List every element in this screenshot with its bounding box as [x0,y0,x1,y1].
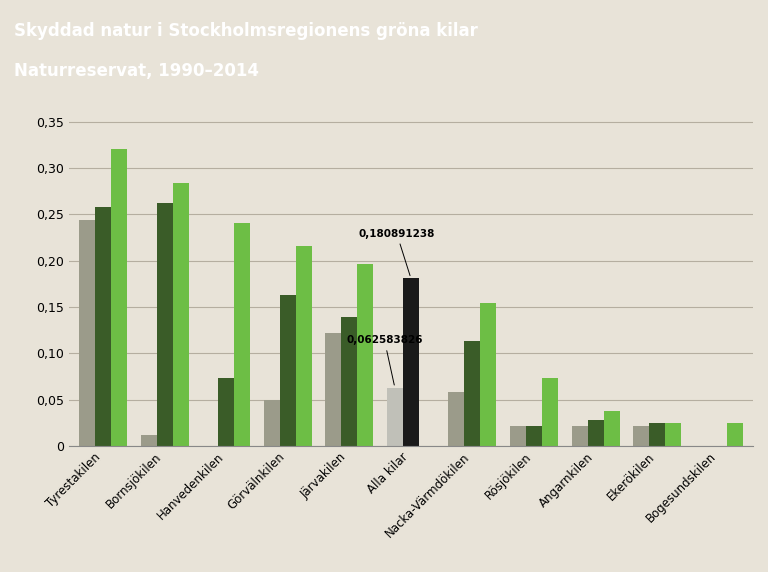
Bar [280,295,296,446]
Bar [234,223,250,446]
Bar [157,203,173,446]
Bar [387,388,403,446]
Bar [296,246,312,446]
Text: 0,062583826: 0,062583826 [346,335,422,385]
Bar [542,379,558,446]
Bar [95,207,111,446]
Bar [111,149,127,446]
Bar [571,426,588,446]
Bar [79,220,95,446]
Bar [633,426,649,446]
Bar [465,341,481,446]
Bar [449,392,465,446]
Bar [403,278,419,446]
Bar [326,333,341,446]
Bar [173,182,189,446]
Bar [604,411,620,446]
Bar [727,423,743,446]
Bar [665,423,681,446]
Text: Naturreservat, 1990–2014: Naturreservat, 1990–2014 [14,62,259,80]
Bar [481,303,496,446]
Text: Skyddad natur i Stockholmsregionens gröna kilar: Skyddad natur i Stockholmsregionens grön… [14,22,478,40]
Bar [526,426,542,446]
Bar [218,379,234,446]
Bar [588,420,604,446]
Text: 0,180891238: 0,180891238 [359,229,435,276]
Bar [510,426,526,446]
Bar [263,400,280,446]
Bar [649,423,665,446]
Bar [341,317,357,446]
Bar [357,264,373,446]
Bar [141,435,157,446]
